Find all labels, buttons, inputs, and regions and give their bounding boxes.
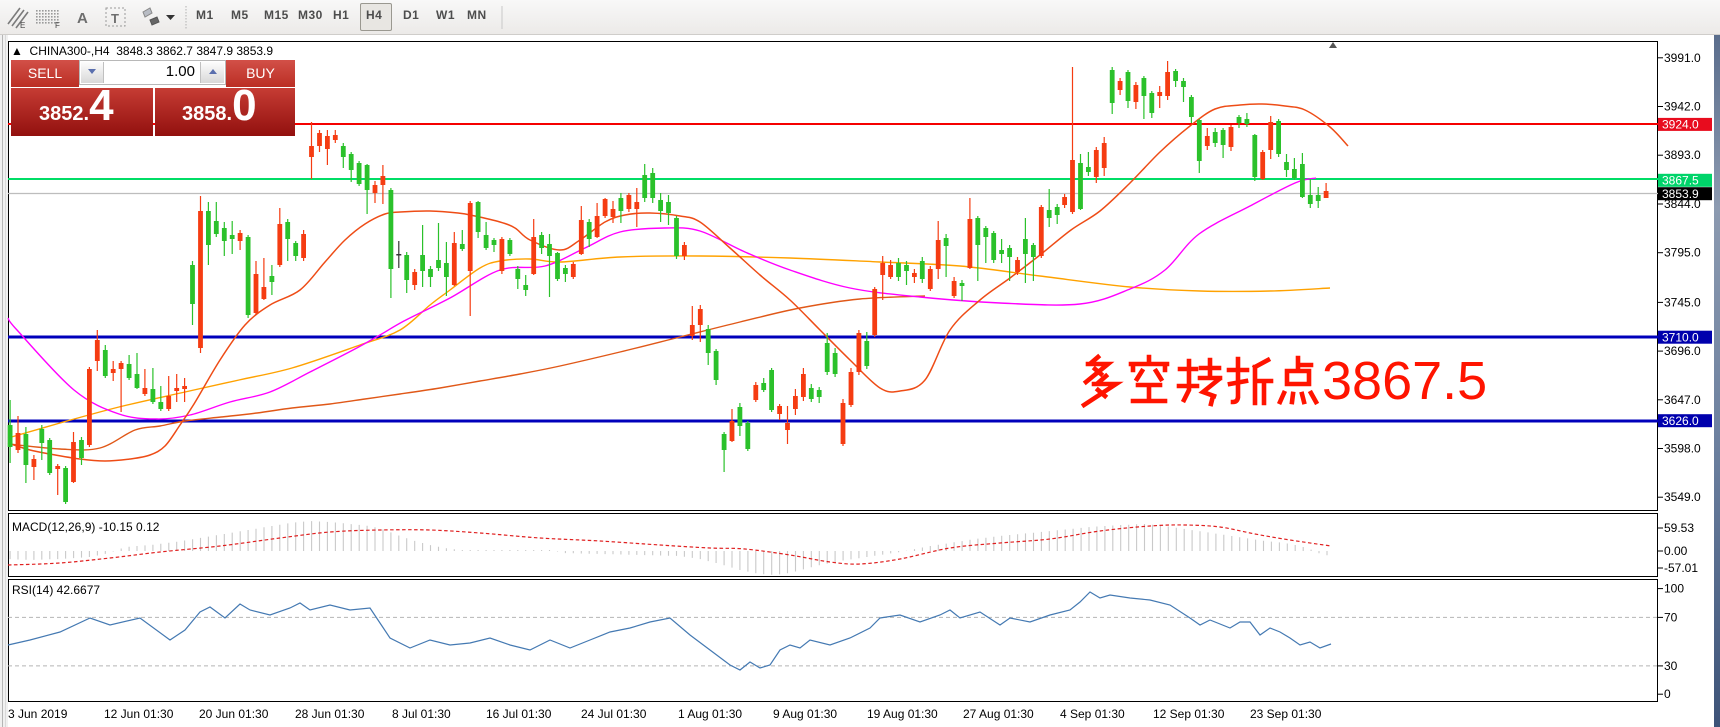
svg-text:3893.0: 3893.0 bbox=[1664, 148, 1701, 162]
svg-text:8 Jul 01:30: 8 Jul 01:30 bbox=[392, 707, 451, 721]
svg-text:3 Jun 2019: 3 Jun 2019 bbox=[8, 707, 68, 721]
svg-text:20 Jun 01:30: 20 Jun 01:30 bbox=[199, 707, 269, 721]
svg-text:3549.0: 3549.0 bbox=[1664, 490, 1701, 504]
svg-text:RSI(14) 42.6677: RSI(14) 42.6677 bbox=[12, 583, 100, 597]
svg-text:3696.0: 3696.0 bbox=[1664, 344, 1701, 358]
svg-text:4 Sep 01:30: 4 Sep 01:30 bbox=[1060, 707, 1125, 721]
svg-text:100: 100 bbox=[1664, 582, 1684, 596]
svg-text:T: T bbox=[111, 11, 119, 26]
svg-text:12 Jun 01:30: 12 Jun 01:30 bbox=[104, 707, 174, 721]
svg-text:E: E bbox=[20, 21, 25, 30]
svg-text:3745.0: 3745.0 bbox=[1664, 295, 1701, 309]
svg-text:MACD(12,26,9) -10.15 0.12: MACD(12,26,9) -10.15 0.12 bbox=[12, 520, 160, 534]
svg-text:23 Sep 01:30: 23 Sep 01:30 bbox=[1250, 707, 1322, 721]
svg-text:3710.0: 3710.0 bbox=[1662, 330, 1699, 344]
svg-text:3647.0: 3647.0 bbox=[1664, 393, 1701, 407]
svg-text:3844.0: 3844.0 bbox=[1664, 197, 1701, 211]
svg-text:30: 30 bbox=[1664, 659, 1678, 673]
svg-text:3942.0: 3942.0 bbox=[1664, 100, 1701, 114]
svg-text:59.53: 59.53 bbox=[1664, 521, 1694, 535]
svg-text:24 Jul 01:30: 24 Jul 01:30 bbox=[581, 707, 647, 721]
svg-text:9 Aug 01:30: 9 Aug 01:30 bbox=[773, 707, 837, 721]
svg-text:1 Aug 01:30: 1 Aug 01:30 bbox=[678, 707, 742, 721]
svg-text:3867.5: 3867.5 bbox=[1322, 351, 1487, 411]
svg-text:19 Aug 01:30: 19 Aug 01:30 bbox=[867, 707, 938, 721]
svg-text:3867.5: 3867.5 bbox=[1662, 174, 1699, 188]
svg-text:3991.0: 3991.0 bbox=[1664, 51, 1701, 65]
svg-text:0.00: 0.00 bbox=[1664, 544, 1688, 558]
svg-text:F: F bbox=[55, 21, 60, 30]
svg-text:A: A bbox=[77, 10, 88, 27]
svg-text:16 Jul 01:30: 16 Jul 01:30 bbox=[486, 707, 552, 721]
svg-text:28 Jun 01:30: 28 Jun 01:30 bbox=[295, 707, 365, 721]
svg-text:3853.9: 3853.9 bbox=[1662, 187, 1699, 201]
svg-text:3598.0: 3598.0 bbox=[1664, 442, 1701, 456]
svg-text:3795.0: 3795.0 bbox=[1664, 246, 1701, 260]
svg-text:27 Aug 01:30: 27 Aug 01:30 bbox=[963, 707, 1034, 721]
svg-text:-57.01: -57.01 bbox=[1664, 561, 1698, 575]
svg-text:0: 0 bbox=[1664, 687, 1671, 701]
svg-text:12 Sep 01:30: 12 Sep 01:30 bbox=[1153, 707, 1225, 721]
svg-text:3626.0: 3626.0 bbox=[1662, 414, 1699, 428]
svg-text:3924.0: 3924.0 bbox=[1662, 118, 1699, 132]
svg-text:70: 70 bbox=[1664, 610, 1678, 624]
